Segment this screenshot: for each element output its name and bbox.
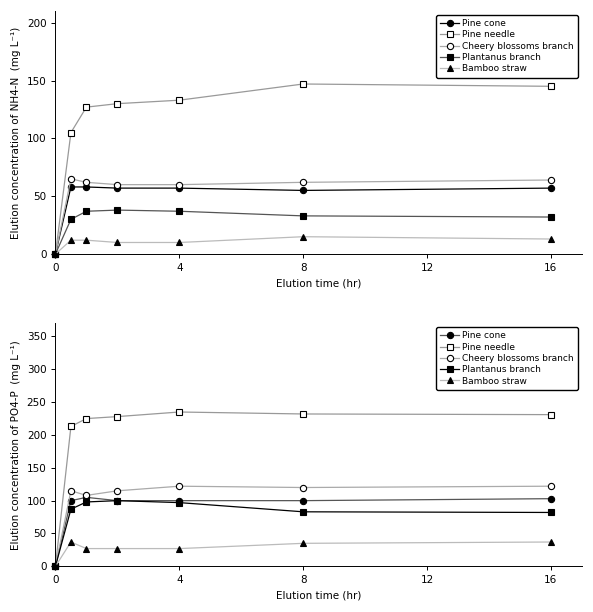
Plantanus branch [83, 207, 90, 215]
Cheery blossoms branch [52, 250, 59, 258]
Line: Pine needle: Pine needle [52, 409, 554, 569]
Y-axis label: Elution concentration of NH4-N  (mg L⁻¹): Elution concentration of NH4-N (mg L⁻¹) [11, 26, 21, 239]
Y-axis label: Elution concentration of PO4-P  (mg L⁻¹): Elution concentration of PO4-P (mg L⁻¹) [11, 340, 21, 550]
Cheery blossoms branch [176, 181, 183, 188]
Pine cone [299, 497, 307, 504]
Cheery blossoms branch [83, 491, 90, 499]
Bamboo straw [114, 545, 121, 552]
Cheery blossoms branch [52, 562, 59, 570]
Pine cone [176, 184, 183, 192]
Cheery blossoms branch [114, 487, 121, 494]
Line: Plantanus branch: Plantanus branch [52, 207, 554, 257]
Plantanus branch [114, 497, 121, 504]
X-axis label: Elution time (hr): Elution time (hr) [276, 278, 361, 289]
Pine needle [68, 423, 75, 430]
Plantanus branch [176, 207, 183, 215]
Cheery blossoms branch [114, 181, 121, 188]
Bamboo straw [114, 239, 121, 246]
Pine needle [547, 411, 554, 418]
Line: Bamboo straw: Bamboo straw [52, 539, 554, 569]
Pine cone [52, 562, 59, 570]
Pine needle [299, 80, 307, 88]
Pine cone [68, 497, 75, 504]
Pine needle [114, 100, 121, 107]
Bamboo straw [547, 236, 554, 243]
Cheery blossoms branch [547, 482, 554, 490]
Plantanus branch [547, 214, 554, 221]
Plantanus branch [299, 508, 307, 515]
Bamboo straw [299, 540, 307, 547]
Bamboo straw [52, 562, 59, 570]
Cheery blossoms branch [547, 176, 554, 184]
Pine cone [547, 495, 554, 502]
Bamboo straw [547, 539, 554, 546]
Bamboo straw [176, 545, 183, 552]
Pine cone [83, 494, 90, 501]
Line: Cheery blossoms branch: Cheery blossoms branch [52, 483, 554, 569]
Bamboo straw [68, 539, 75, 546]
Cheery blossoms branch [299, 484, 307, 491]
Pine cone [299, 187, 307, 194]
Bamboo straw [299, 233, 307, 241]
Pine cone [114, 184, 121, 192]
Bamboo straw [83, 545, 90, 552]
Pine cone [52, 250, 59, 258]
Legend: Pine cone, Pine needle, Cheery blossoms branch, Plantanus branch, Bamboo straw: Pine cone, Pine needle, Cheery blossoms … [436, 327, 578, 390]
Pine needle [114, 413, 121, 420]
Pine needle [52, 562, 59, 570]
Plantanus branch [68, 506, 75, 513]
Line: Cheery blossoms branch: Cheery blossoms branch [52, 176, 554, 257]
Pine needle [68, 129, 75, 136]
Cheery blossoms branch [68, 487, 75, 494]
Pine cone [68, 183, 75, 190]
Pine cone [83, 183, 90, 190]
Pine needle [176, 97, 183, 104]
Pine needle [52, 250, 59, 258]
X-axis label: Elution time (hr): Elution time (hr) [276, 591, 361, 601]
Cheery blossoms branch [299, 179, 307, 186]
Bamboo straw [176, 239, 183, 246]
Line: Pine cone: Pine cone [52, 494, 554, 569]
Pine needle [299, 410, 307, 417]
Legend: Pine cone, Pine needle, Cheery blossoms branch, Plantanus branch, Bamboo straw: Pine cone, Pine needle, Cheery blossoms … [436, 15, 578, 78]
Line: Plantanus branch: Plantanus branch [52, 498, 554, 569]
Pine cone [114, 497, 121, 504]
Pine cone [547, 184, 554, 192]
Plantanus branch [68, 215, 75, 223]
Bamboo straw [68, 236, 75, 244]
Line: Pine cone: Pine cone [52, 184, 554, 257]
Pine cone [176, 497, 183, 504]
Plantanus branch [299, 212, 307, 220]
Bamboo straw [52, 250, 59, 258]
Pine needle [547, 83, 554, 90]
Plantanus branch [83, 498, 90, 506]
Cheery blossoms branch [83, 179, 90, 186]
Pine needle [176, 408, 183, 416]
Cheery blossoms branch [176, 482, 183, 490]
Plantanus branch [52, 250, 59, 258]
Plantanus branch [547, 509, 554, 516]
Cheery blossoms branch [68, 175, 75, 182]
Line: Bamboo straw: Bamboo straw [52, 234, 554, 257]
Plantanus branch [176, 499, 183, 506]
Pine needle [83, 103, 90, 111]
Line: Pine needle: Pine needle [52, 81, 554, 257]
Pine needle [83, 415, 90, 422]
Plantanus branch [114, 206, 121, 214]
Bamboo straw [83, 236, 90, 244]
Plantanus branch [52, 562, 59, 570]
